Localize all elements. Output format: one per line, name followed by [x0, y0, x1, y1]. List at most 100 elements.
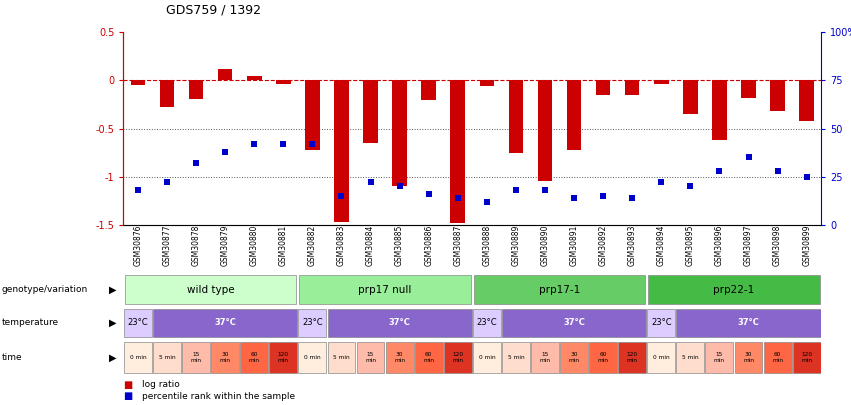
Bar	[450, 81, 465, 223]
Bar	[799, 81, 814, 121]
Bar	[357, 341, 385, 373]
Text: prp17 null: prp17 null	[358, 285, 412, 294]
Bar	[654, 81, 669, 84]
Bar	[124, 341, 151, 373]
Bar	[386, 341, 414, 373]
Bar	[334, 81, 349, 222]
Text: GSM30887: GSM30887	[454, 225, 462, 266]
Text: GSM30893: GSM30893	[628, 225, 637, 266]
Bar	[211, 341, 239, 373]
Bar	[793, 341, 820, 373]
Bar	[741, 81, 756, 98]
Bar	[299, 341, 326, 373]
Text: log ratio: log ratio	[142, 380, 180, 389]
Text: 15
min: 15 min	[365, 352, 376, 363]
Bar	[153, 341, 181, 373]
Bar	[648, 341, 675, 373]
Bar	[124, 309, 151, 337]
Text: 120
min: 120 min	[452, 352, 463, 363]
Text: wild type: wild type	[187, 285, 234, 294]
Text: GSM30888: GSM30888	[483, 225, 491, 266]
Bar	[589, 341, 617, 373]
Bar	[363, 81, 378, 143]
Bar	[502, 309, 646, 337]
Text: 37°C: 37°C	[214, 318, 236, 328]
Text: 120
min: 120 min	[277, 352, 288, 363]
Text: prp22-1: prp22-1	[713, 285, 755, 294]
Bar	[276, 81, 290, 84]
Text: ■: ■	[123, 380, 133, 390]
Bar	[509, 81, 523, 153]
Bar	[648, 275, 820, 305]
Text: time: time	[2, 353, 22, 362]
Text: 30
min: 30 min	[743, 352, 754, 363]
Bar	[160, 81, 174, 107]
Text: GSM30880: GSM30880	[249, 225, 259, 266]
Text: 0 min: 0 min	[478, 355, 495, 360]
Text: GSM30881: GSM30881	[279, 225, 288, 266]
Bar	[538, 81, 552, 181]
Bar	[560, 341, 588, 373]
Text: 23°C: 23°C	[651, 318, 671, 328]
Text: GSM30876: GSM30876	[134, 225, 142, 266]
Text: genotype/variation: genotype/variation	[2, 285, 88, 294]
Bar	[473, 341, 500, 373]
Text: 5 min: 5 min	[507, 355, 524, 360]
Bar	[247, 76, 261, 81]
Bar	[677, 309, 820, 337]
Text: GSM30885: GSM30885	[395, 225, 404, 266]
Text: 60
min: 60 min	[772, 352, 783, 363]
Bar	[392, 81, 407, 186]
Bar	[182, 341, 210, 373]
Bar	[131, 81, 146, 85]
Text: GSM30882: GSM30882	[308, 225, 317, 266]
Bar	[683, 81, 698, 114]
Bar	[270, 341, 297, 373]
Text: GSM30895: GSM30895	[686, 225, 695, 266]
Text: 15
min: 15 min	[714, 352, 725, 363]
Text: 30
min: 30 min	[394, 352, 405, 363]
Text: 37°C: 37°C	[738, 318, 759, 328]
Text: percentile rank within the sample: percentile rank within the sample	[142, 392, 295, 401]
Text: 15
min: 15 min	[540, 352, 551, 363]
Text: GSM30879: GSM30879	[220, 225, 230, 266]
Text: 60
min: 60 min	[423, 352, 434, 363]
Bar	[299, 309, 326, 337]
Text: 60
min: 60 min	[597, 352, 608, 363]
Text: GSM30897: GSM30897	[744, 225, 753, 266]
Bar	[502, 341, 530, 373]
Text: 30
min: 30 min	[568, 352, 580, 363]
Text: ▶: ▶	[110, 318, 117, 328]
Text: 30
min: 30 min	[220, 352, 231, 363]
Text: 37°C: 37°C	[389, 318, 410, 328]
Text: GSM30894: GSM30894	[657, 225, 665, 266]
Bar	[677, 341, 705, 373]
Bar	[306, 81, 320, 150]
Text: GSM30886: GSM30886	[424, 225, 433, 266]
Bar	[531, 341, 559, 373]
Bar	[444, 341, 471, 373]
Text: temperature: temperature	[2, 318, 59, 328]
Text: GSM30890: GSM30890	[540, 225, 550, 266]
Text: 15
min: 15 min	[191, 352, 202, 363]
Text: 0 min: 0 min	[653, 355, 670, 360]
Bar	[770, 81, 785, 111]
Text: ▶: ▶	[110, 285, 117, 294]
Text: GSM30892: GSM30892	[598, 225, 608, 266]
Text: 23°C: 23°C	[477, 318, 497, 328]
Text: 5 min: 5 min	[682, 355, 699, 360]
Bar	[153, 309, 297, 337]
Bar	[474, 275, 645, 305]
Bar	[300, 275, 471, 305]
Bar	[596, 81, 610, 95]
Bar	[763, 341, 791, 373]
Bar	[414, 341, 443, 373]
Text: ■: ■	[123, 391, 133, 401]
Text: GDS759 / 1392: GDS759 / 1392	[166, 3, 261, 16]
Text: GSM30878: GSM30878	[191, 225, 201, 266]
Bar	[648, 309, 675, 337]
Bar	[328, 341, 356, 373]
Text: 120
min: 120 min	[801, 352, 812, 363]
Bar	[240, 341, 268, 373]
Text: ▶: ▶	[110, 352, 117, 362]
